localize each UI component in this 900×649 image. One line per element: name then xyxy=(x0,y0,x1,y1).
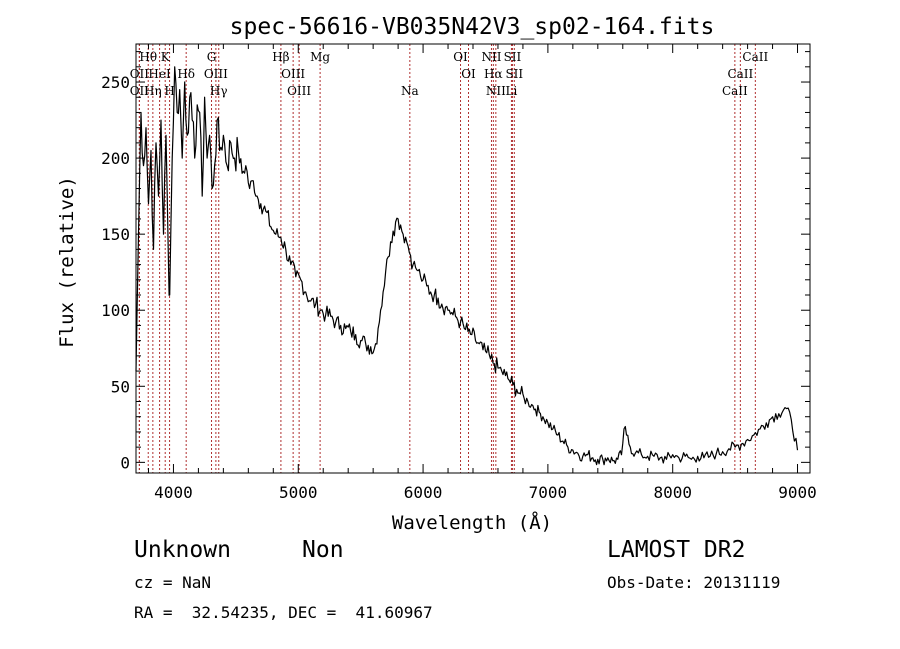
line-label-22: SII xyxy=(505,67,523,81)
y-tick-label: 0 xyxy=(120,453,130,472)
line-label-11: Hβ xyxy=(272,50,289,64)
x-axis-label: Wavelength (Å) xyxy=(392,511,552,534)
obs-date-text: Obs-Date: 20131119 xyxy=(607,573,781,592)
y-axis-label: Flux (relative) xyxy=(56,176,78,348)
spectral-line-labels: HθOIIOIIHηHeIKHHδGOIIIHγHβOIIIOIIIMgNaOI… xyxy=(130,50,769,98)
radec-text: RA = 32.54235, DEC = 41.60967 xyxy=(134,603,433,622)
line-label-16: OI xyxy=(453,50,468,64)
line-label-13: OIII xyxy=(287,84,311,98)
line-label-26: CaII xyxy=(722,84,748,98)
line-label-6: H xyxy=(164,84,174,98)
line-label-14: Mg xyxy=(310,50,330,64)
line-label-2: OII xyxy=(130,84,150,98)
spectrum-series-line xyxy=(135,66,799,466)
y-tick-label: 100 xyxy=(101,301,130,320)
y-tick-label: 150 xyxy=(101,225,130,244)
y-tick-label: 250 xyxy=(101,73,130,92)
line-label-3: Hη xyxy=(144,84,162,98)
chart-title: spec-56616-VB035N42V3_sp02-164.fits xyxy=(230,14,715,40)
survey-text: LAMOST DR2 xyxy=(607,537,746,563)
line-label-7: Hδ xyxy=(177,67,195,81)
line-label-24: CaII xyxy=(742,50,768,64)
x-tick-label: 9000 xyxy=(778,483,817,502)
line-label-5: K xyxy=(161,50,171,64)
x-tick-label: 4000 xyxy=(154,483,193,502)
y-axis-ticks: 0 50 100 150 200 250 xyxy=(101,51,810,472)
line-label-0: Hθ xyxy=(139,50,157,64)
x-tick-label: 7000 xyxy=(529,483,568,502)
x-tick-label: 8000 xyxy=(653,483,692,502)
line-label-23: Li xyxy=(506,84,518,98)
line-label-1: OII xyxy=(130,67,150,81)
cz-text: cz = NaN xyxy=(134,573,212,592)
plot-frame xyxy=(135,43,811,474)
y-tick-label: 50 xyxy=(111,377,130,396)
y-tick-label: 200 xyxy=(101,149,130,168)
subclass-text: Non xyxy=(302,537,344,563)
line-label-12: OIII xyxy=(281,67,305,81)
class-text: Unknown xyxy=(134,537,231,563)
line-label-4: HeI xyxy=(148,67,171,81)
x-tick-label: 5000 xyxy=(279,483,318,502)
line-label-20: NII xyxy=(486,84,506,98)
line-label-17: OI xyxy=(461,67,476,81)
line-label-18: NII xyxy=(481,50,501,64)
line-label-25: CaII xyxy=(727,67,753,81)
x-tick-label: 6000 xyxy=(404,483,443,502)
line-label-9: OIII xyxy=(204,67,228,81)
line-label-10: Hγ xyxy=(210,84,228,98)
spectral-line-markers xyxy=(138,44,756,473)
x-axis-ticks: 4000 5000 6000 7000 8000 9000 xyxy=(147,44,817,502)
line-label-8: G xyxy=(207,50,217,64)
line-label-15: Na xyxy=(401,84,419,98)
line-label-19: Hα xyxy=(484,67,503,81)
line-label-21: SII xyxy=(504,50,522,64)
